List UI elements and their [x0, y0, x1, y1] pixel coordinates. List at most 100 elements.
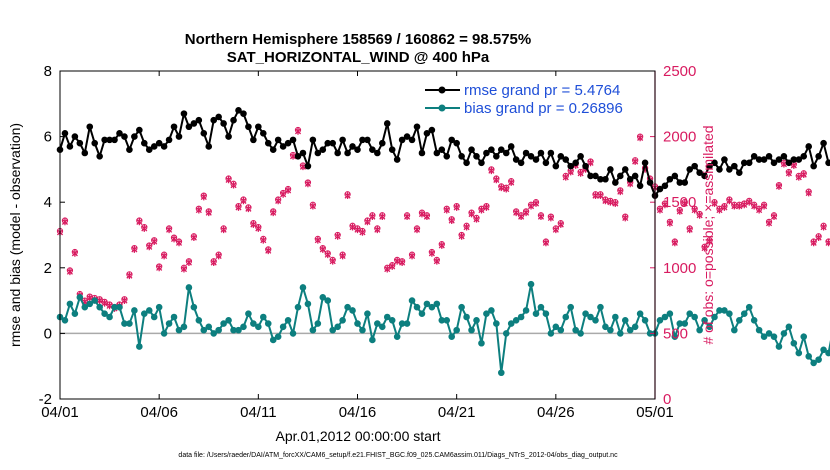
- rmse-point: [319, 146, 327, 154]
- obs-assimilated-point: [508, 179, 515, 186]
- obs-assimilated-point: [265, 247, 272, 255]
- bias-point: [721, 307, 728, 314]
- obs-assimilated-point: [175, 239, 183, 247]
- obs-assimilated-point: [587, 159, 594, 167]
- rmse-point: [279, 143, 287, 150]
- obs-assimilated-point: [428, 249, 435, 257]
- rmse-point: [304, 162, 312, 170]
- bias-point: [602, 323, 609, 331]
- rmse-point: [681, 179, 689, 186]
- obs-assimilated-point: [483, 204, 490, 211]
- rmse-point: [661, 182, 669, 190]
- rmse-point: [567, 162, 575, 170]
- bias-point: [106, 313, 113, 321]
- y-left-tick-label: 0: [44, 325, 52, 342]
- bias-point: [701, 316, 708, 324]
- obs-assimilated-point: [399, 259, 406, 266]
- bias-point: [512, 316, 520, 324]
- rmse-point: [230, 116, 237, 124]
- rmse-point: [562, 156, 570, 163]
- obs-assimilated-point: [770, 213, 778, 221]
- bias-point: [497, 369, 505, 377]
- rmse-point: [453, 139, 460, 147]
- bias-point: [626, 326, 634, 334]
- bias-point: [160, 330, 168, 337]
- bias-point: [66, 300, 74, 308]
- obs-assimilated-point: [557, 221, 564, 228]
- bias-point: [770, 333, 778, 340]
- bias-point: [126, 320, 133, 327]
- obs-assimilated-point: [121, 297, 128, 304]
- bias-point: [245, 310, 252, 318]
- rmse-point: [616, 172, 624, 180]
- bias-point: [800, 333, 808, 340]
- plot-frame: [59, 70, 656, 400]
- obs-assimilated-point: [324, 251, 331, 259]
- bias-point: [473, 316, 480, 324]
- obs-assimilated-point: [676, 207, 683, 215]
- bias-point: [775, 343, 783, 350]
- obs-assimilated-point: [721, 204, 728, 211]
- obs-assimilated-point: [394, 257, 401, 265]
- bias-point: [547, 330, 555, 337]
- obs-assimilated-point: [681, 200, 688, 207]
- obs-assimilated-point: [200, 193, 207, 201]
- bias-point: [225, 316, 232, 324]
- rmse-point: [468, 146, 475, 154]
- rmse-point: [369, 146, 376, 154]
- bias-point: [636, 310, 644, 318]
- rmse-point: [339, 136, 346, 144]
- obs-assimilated-point: [463, 223, 470, 231]
- rmse-point: [483, 149, 490, 157]
- rmse-point: [696, 169, 703, 176]
- obs-assimilated-point: [691, 206, 698, 214]
- obs-assimilated-point: [379, 213, 386, 221]
- rmse-point: [190, 120, 198, 127]
- bias-point: [324, 297, 332, 304]
- obs-assimilated-point: [448, 217, 455, 224]
- y-left-tick-label: 8: [44, 63, 52, 80]
- rmse-point: [522, 149, 530, 157]
- rmse-point: [240, 110, 247, 117]
- bias-point: [116, 303, 123, 311]
- obs-assimilated-point: [666, 219, 673, 227]
- bias-point: [785, 323, 793, 331]
- obs-assimilated-point: [304, 180, 311, 188]
- y-right-tick-label: 0: [663, 391, 671, 408]
- rmse-point: [656, 185, 664, 193]
- bias-point: [220, 320, 227, 327]
- rmse-point: [294, 152, 302, 160]
- y-left-tick-label: 6: [44, 129, 52, 146]
- rmse-point: [636, 182, 644, 190]
- rmse-point: [81, 149, 89, 157]
- rmse-point: [646, 179, 654, 186]
- obs-assimilated-point: [180, 265, 188, 273]
- rmse-point: [165, 136, 173, 144]
- legend-bias-marker: [438, 104, 446, 112]
- rmse-point: [716, 166, 723, 173]
- rmse-point: [572, 159, 579, 167]
- bias-point: [696, 326, 703, 334]
- bias-point: [532, 310, 540, 318]
- rmse-point: [126, 146, 133, 154]
- obs-assimilated-point: [810, 239, 817, 247]
- rmse-point: [71, 133, 79, 140]
- bias-point: [820, 346, 827, 354]
- obs-assimilated-point: [96, 297, 103, 304]
- y-left-tick-label: 2: [44, 260, 52, 277]
- rmse-point: [145, 146, 153, 154]
- obs-assimilated-point: [726, 197, 733, 205]
- x-axis-label: Apr.01,2012 00:00:00 start: [275, 428, 440, 444]
- obs-assimilated-point: [741, 201, 748, 209]
- legend-rmse-marker: [438, 86, 446, 94]
- rmse-point: [175, 133, 183, 140]
- rmse-point: [150, 143, 158, 150]
- bias-series: [56, 280, 830, 377]
- obs-assimilated-point: [339, 252, 346, 260]
- obs-assimilated-point: [478, 206, 485, 214]
- obs-assimilated-markers: [56, 127, 830, 312]
- rmse-point: [374, 149, 381, 157]
- bias-point: [264, 320, 272, 327]
- obs-assimilated-point: [280, 190, 287, 198]
